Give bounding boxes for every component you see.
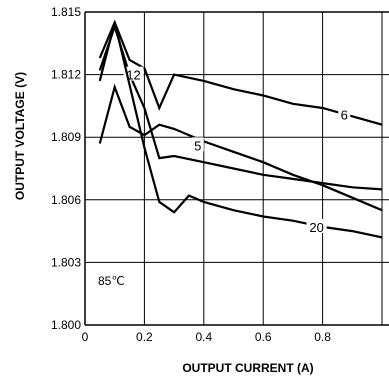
x-tick-label: 0: [82, 330, 89, 344]
x-tick-label: 0.6: [255, 330, 272, 344]
x-axis-title: OUTPUT CURRENT (A): [182, 361, 313, 375]
x-tick-label: 0.2: [136, 330, 153, 344]
y-axis-title: OUTPUT VOLTAGE (V): [13, 72, 27, 200]
series-label-6: 6: [341, 107, 348, 122]
y-tick-label: 1.809: [51, 130, 81, 144]
x-tick-label: 0.4: [195, 330, 212, 344]
tick-labels: 0 0.2 0.4 0.6 0.8 1.800 1.803 1.806 1.809 1.812 1.…: [51, 5, 331, 344]
y-tick-label: 1.806: [51, 193, 81, 207]
series-lines: 6 5 12 20: [98, 19, 383, 239]
series-label-5: 5: [194, 138, 201, 153]
y-tick-label: 1.815: [51, 5, 81, 19]
series-label-bg: [191, 137, 204, 152]
series-label-20: 20: [309, 220, 323, 235]
temperature-annotation: 85℃: [98, 274, 125, 288]
series-label-bg: [306, 218, 327, 233]
series-line-20: [98, 22, 383, 239]
series-label-12: 12: [126, 68, 140, 83]
y-tick-label: 1.803: [51, 255, 81, 269]
x-tick-label: 0.8: [314, 330, 331, 344]
y-tick-label: 1.800: [51, 318, 81, 332]
series-line-6: [98, 19, 383, 126]
y-tick-label: 1.812: [51, 68, 81, 82]
series-label-bg: [338, 106, 351, 121]
